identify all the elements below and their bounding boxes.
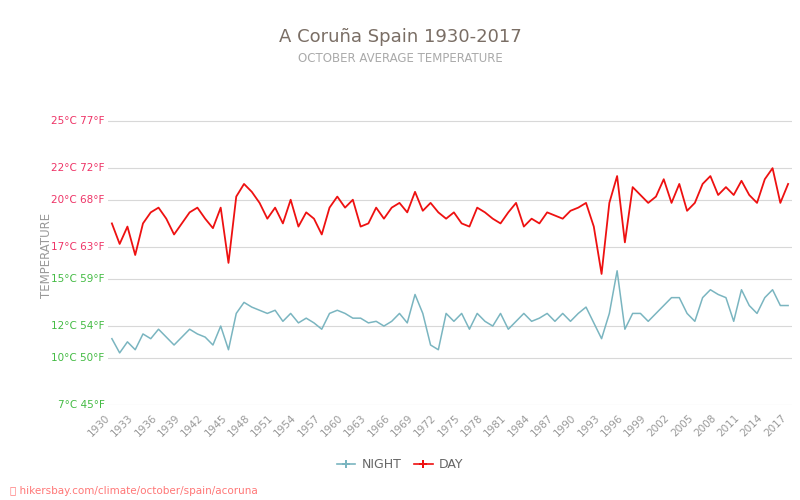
Text: A Coruña Spain 1930-2017: A Coruña Spain 1930-2017 bbox=[278, 28, 522, 46]
Text: 12°C 54°F: 12°C 54°F bbox=[51, 321, 105, 331]
Text: 17°C 63°F: 17°C 63°F bbox=[51, 242, 105, 252]
Text: OCTOBER AVERAGE TEMPERATURE: OCTOBER AVERAGE TEMPERATURE bbox=[298, 52, 502, 66]
Text: 10°C 50°F: 10°C 50°F bbox=[51, 352, 105, 362]
Text: TEMPERATURE: TEMPERATURE bbox=[40, 212, 53, 298]
Text: 25°C 77°F: 25°C 77°F bbox=[51, 116, 105, 126]
Text: 20°C 68°F: 20°C 68°F bbox=[51, 194, 105, 204]
Text: 📍 hikersbay.com/climate/october/spain/acoruna: 📍 hikersbay.com/climate/october/spain/ac… bbox=[10, 486, 258, 496]
Text: 7°C 45°F: 7°C 45°F bbox=[58, 400, 105, 410]
Legend: NIGHT, DAY: NIGHT, DAY bbox=[331, 453, 469, 476]
Text: 22°C 72°F: 22°C 72°F bbox=[51, 163, 105, 173]
Text: 15°C 59°F: 15°C 59°F bbox=[51, 274, 105, 283]
